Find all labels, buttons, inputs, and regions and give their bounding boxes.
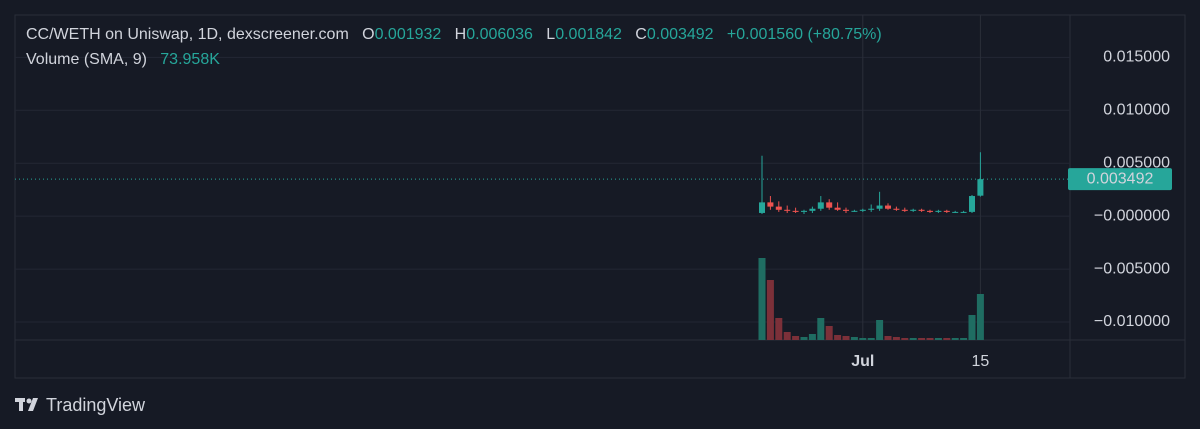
volume-bar — [926, 338, 934, 340]
y-tick-label: −0.010000 — [1094, 313, 1170, 330]
symbol-title: CC/WETH on Uniswap, 1D, dexscreener.com — [26, 26, 349, 43]
y-tick-label: 0.005000 — [1103, 154, 1170, 171]
last-price-label: 0.003492 — [1087, 170, 1154, 187]
y-tick-label: 0.015000 — [1103, 49, 1170, 66]
volume-bar — [808, 334, 816, 340]
volume-bar — [876, 320, 884, 340]
ohlc-letter: H — [454, 26, 467, 43]
brand: TradingView — [46, 395, 146, 415]
candle-body — [910, 209, 917, 211]
volume-bar — [884, 336, 892, 340]
volume-legend: Volume (SMA, 9) 73.958K — [26, 51, 220, 69]
candle-body — [851, 210, 858, 212]
volume-bar — [758, 258, 766, 340]
candle-body — [969, 196, 975, 212]
last-price-tag — [1068, 168, 1172, 191]
volume-sma: 73.958K — [160, 51, 220, 68]
ohlc-letter: O — [362, 26, 375, 43]
ohlc-value: 0.001842 — [555, 26, 622, 43]
volume-bar — [867, 338, 875, 340]
volume-bar — [800, 337, 808, 340]
volume-bar — [951, 338, 959, 340]
candle-body — [834, 207, 841, 210]
logo-part — [19, 398, 23, 411]
ohlc-value: 0.003492 — [646, 26, 714, 43]
logo-part — [26, 398, 32, 404]
volume-bar — [783, 332, 791, 340]
volume-bar — [842, 336, 850, 340]
volume-bar — [892, 337, 900, 340]
candle-body — [927, 210, 933, 212]
volume-name: Volume (SMA, 9) — [26, 51, 147, 68]
volume-bar — [766, 280, 774, 340]
candle-body — [775, 206, 782, 210]
ohlc-letter: L — [546, 26, 556, 43]
volume-bar — [976, 294, 984, 340]
volume-bar — [834, 335, 842, 340]
logo-icon — [15, 398, 38, 411]
volume-bar — [901, 338, 909, 340]
volume-bar — [934, 338, 942, 340]
logo-part — [28, 398, 38, 411]
candle-body — [868, 208, 875, 210]
candle-body — [792, 210, 799, 212]
chart-frame — [14, 14, 1186, 379]
candle-body — [784, 209, 791, 211]
volume-bar — [825, 326, 833, 340]
y-tick-label: 0.010000 — [1103, 101, 1170, 118]
volume-bar — [943, 338, 951, 340]
candle-body — [935, 210, 942, 212]
ohlc-letter: C — [635, 26, 647, 43]
y-tick-label: −0.005000 — [1094, 260, 1170, 277]
volume-bar — [775, 318, 783, 340]
volume-bar — [850, 337, 858, 340]
candle-body — [759, 202, 765, 213]
candle-body — [960, 211, 967, 213]
candle-body — [859, 209, 866, 211]
y-tick-label: −0.000000 — [1094, 207, 1170, 224]
candle-body — [943, 210, 950, 212]
ohlc-value: 0.001932 — [374, 26, 442, 43]
volume-bar — [909, 338, 917, 340]
candle-body — [801, 210, 807, 212]
candle-body — [809, 208, 816, 211]
axes: 0.015000 0.010000 0.005000 −0.000000 −0.0050… — [851, 49, 1172, 370]
candle-body — [876, 205, 883, 209]
plot — [15, 152, 1070, 340]
x-tick-label: 15 — [972, 353, 990, 370]
legend-header: CC/WETH on Uniswap, 1D, dexscreener.com … — [26, 26, 882, 44]
candle-body — [767, 202, 774, 207]
volume-bar — [817, 318, 825, 340]
candle-body — [893, 208, 900, 210]
change-label: +0.001560 (+80.75%) — [726, 26, 882, 43]
volume-bar — [918, 338, 926, 340]
candle-body — [817, 202, 824, 209]
candle-body — [977, 179, 984, 196]
ohlc-value: 0.006036 — [466, 26, 533, 43]
candle-body — [826, 202, 833, 208]
volume-bar — [859, 338, 867, 340]
candle-body — [952, 211, 959, 213]
volume-bar — [968, 315, 976, 340]
volume-bar — [960, 338, 968, 340]
candle-body — [885, 205, 891, 209]
volume-bar — [792, 336, 800, 340]
candle-body — [843, 209, 849, 211]
candle-body — [901, 209, 908, 211]
candle-body — [918, 209, 925, 211]
x-tick-label: Jul — [851, 353, 874, 370]
